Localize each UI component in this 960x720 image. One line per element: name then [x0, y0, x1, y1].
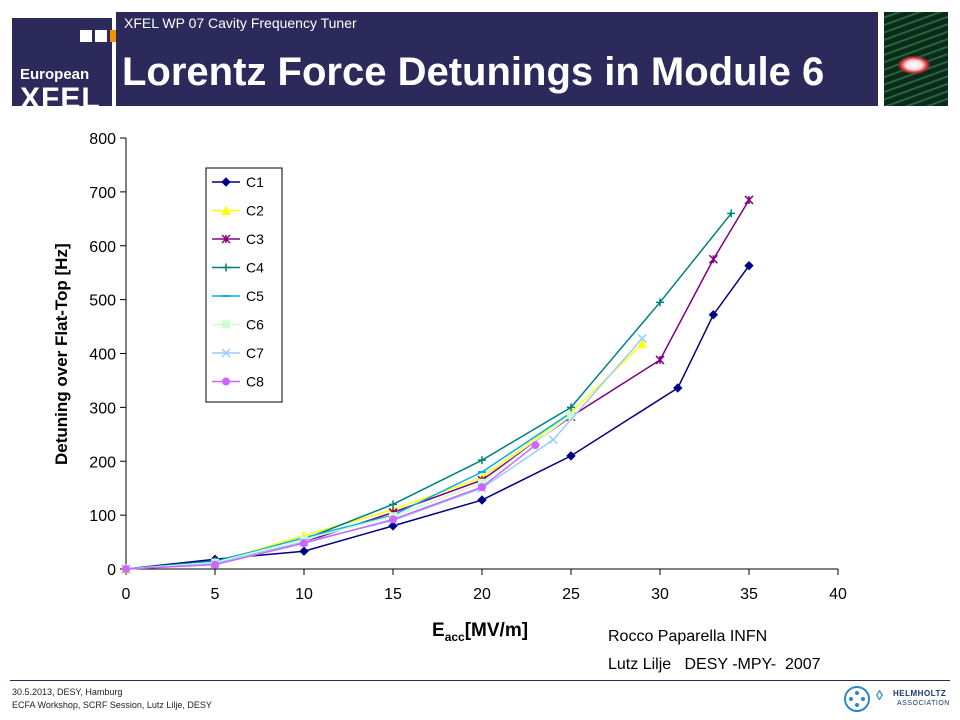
helmholtz-mark-icon: ◊ — [876, 687, 883, 703]
y-tick-label: 400 — [89, 347, 116, 364]
legend-label-c6: C6 — [246, 317, 264, 333]
data-point-c3 — [655, 355, 665, 365]
y-tick-label: 600 — [89, 239, 116, 256]
legend-marker-c8 — [222, 377, 230, 386]
legend-marker-c7 — [221, 348, 231, 358]
x-tick-label: 20 — [473, 586, 491, 603]
data-point-c4 — [727, 209, 736, 218]
series-c5 — [122, 411, 575, 570]
page-title: Lorentz Force Detunings in Module 6 — [122, 50, 825, 94]
legend-marker-c2 — [221, 205, 231, 215]
y-tick-label: 100 — [89, 508, 116, 525]
y-tick-label: 300 — [89, 400, 116, 417]
y-tick-label: 500 — [89, 293, 116, 310]
header-subtitle: XFEL WP 07 Cavity Frequency Tuner — [124, 15, 357, 31]
x-tick-label: 15 — [384, 586, 402, 603]
x-axis-label-sub: acc — [444, 629, 465, 644]
helmholtz-association-text: ASSOCIATION — [897, 700, 950, 707]
series-line-c6 — [125, 414, 572, 570]
legend-label-c4: C4 — [246, 260, 264, 276]
chart-series — [121, 195, 754, 574]
series-c8 — [122, 441, 540, 573]
series-line-c8 — [125, 444, 536, 570]
data-point-c7 — [548, 435, 558, 445]
data-point-c8 — [531, 441, 540, 450]
data-point-c1 — [299, 546, 309, 556]
legend-label-c7: C7 — [246, 345, 264, 361]
legend-label-c5: C5 — [246, 288, 264, 304]
x-tick-label: 35 — [740, 586, 758, 603]
series-c7 — [121, 333, 647, 574]
legend-label-c2: C2 — [246, 203, 264, 219]
logo-word-european: European — [20, 66, 90, 83]
y-tick-label: 800 — [89, 131, 116, 148]
data-point-c1 — [477, 495, 487, 505]
x-tick-label: 30 — [651, 586, 669, 603]
data-point-c1 — [388, 521, 398, 531]
x-tick-label: 5 — [211, 586, 220, 603]
data-point-c1 — [673, 383, 683, 393]
y-tick-label: 0 — [107, 562, 116, 579]
legend-marker-c6 — [222, 320, 230, 329]
european-xfel-logo: European XFEL — [12, 18, 122, 115]
data-point-c3 — [708, 254, 718, 264]
credit-line-2: Lutz Lilje DESY -MPY- 2007 — [608, 656, 821, 673]
photo-glow-icon — [898, 56, 930, 74]
series-line-c2 — [125, 343, 643, 570]
data-point-c6 — [567, 411, 575, 420]
data-point-c2 — [637, 338, 648, 349]
data-point-c3 — [744, 195, 754, 205]
data-point-c1 — [566, 451, 576, 461]
data-point-c4 — [567, 403, 575, 412]
x-tick-label: 10 — [295, 586, 313, 603]
header-band: XFEL WP 07 Cavity Frequency Tuner Lorent… — [116, 12, 878, 106]
data-point-c8 — [389, 515, 397, 524]
desy-logo-icon — [844, 686, 870, 712]
data-point-c4 — [656, 298, 664, 307]
legend-label-c8: C8 — [246, 374, 264, 390]
data-point-c6 — [478, 478, 486, 487]
data-point-c8 — [300, 539, 308, 548]
chart-axes: 0 100 200 300 400 500 600 700 800 0 5 10 15 20 25 30 35 4… — [89, 131, 847, 603]
y-axis-label: Detuning over Flat-Top [Hz] — [52, 242, 71, 465]
data-point-c1 — [744, 260, 754, 271]
series-c6 — [122, 411, 575, 573]
x-tick-label: 25 — [562, 586, 580, 603]
data-point-c8 — [478, 483, 486, 492]
series-line-c5 — [125, 412, 572, 570]
x-tick-label: 0 — [122, 586, 131, 603]
y-tick-label: 700 — [89, 185, 116, 202]
data-point-c4 — [389, 500, 397, 509]
header-photo — [884, 12, 948, 106]
legend-label-c3: C3 — [246, 231, 264, 247]
logo-word-xfel: XFEL — [20, 82, 101, 115]
y-tick-label: 200 — [89, 454, 116, 471]
x-axis-label: Eacc[MV/m] — [432, 620, 528, 644]
legend-label-c1: C1 — [246, 174, 264, 190]
data-point-c8 — [122, 565, 130, 573]
footer-date-location: 30.5.2013, DESY, Hamburg — [12, 687, 123, 697]
legend-marker-c3 — [221, 234, 231, 244]
footer-event: ECFA Workshop, SCRF Session, Lutz Lilje,… — [12, 700, 212, 710]
legend-marker-c4 — [222, 263, 230, 272]
data-point-c8 — [211, 560, 219, 569]
chart-legend: C1 C2 C3 C4 C5 C6 C7 C8 — [205, 167, 283, 403]
data-point-c4 — [478, 456, 486, 465]
series-line-c7 — [125, 337, 643, 570]
data-point-c7 — [637, 333, 647, 343]
legend-marker-c1 — [221, 177, 231, 187]
legend-box — [205, 167, 283, 403]
x-tick-label: 40 — [829, 586, 847, 603]
detuning-chart: 0 100 200 300 400 500 600 700 800 0 5 10 15 20 25 30 35 4… — [89, 131, 847, 603]
credit-line-1: Rocco Paparella INFN — [608, 628, 768, 645]
footer-divider — [10, 680, 950, 681]
helmholtz-logo-text: HELMHOLTZ — [893, 689, 947, 698]
x-axis-label-main: E — [432, 620, 445, 641]
x-axis-label-unit: [MV/m] — [464, 620, 529, 641]
data-point-c1 — [708, 310, 719, 320]
